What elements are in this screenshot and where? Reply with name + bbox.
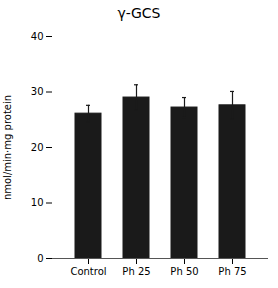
- svg-text:0: 0: [37, 253, 43, 264]
- svg-text:Ph 50: Ph 50: [170, 266, 198, 277]
- svg-text:Ph 75: Ph 75: [218, 266, 246, 277]
- svg-text:Control: Control: [70, 266, 106, 277]
- svg-text:30: 30: [31, 86, 44, 97]
- svg-text:20: 20: [31, 142, 44, 153]
- svg-text:Ph 25: Ph 25: [122, 266, 150, 277]
- svg-text:40: 40: [31, 31, 44, 42]
- html-text:γ-GCS: γ-GCS: [117, 5, 161, 21]
- svg-text:nmol/min·mg protein: nmol/min·mg protein: [2, 95, 13, 200]
- svg-text:10: 10: [31, 197, 44, 208]
